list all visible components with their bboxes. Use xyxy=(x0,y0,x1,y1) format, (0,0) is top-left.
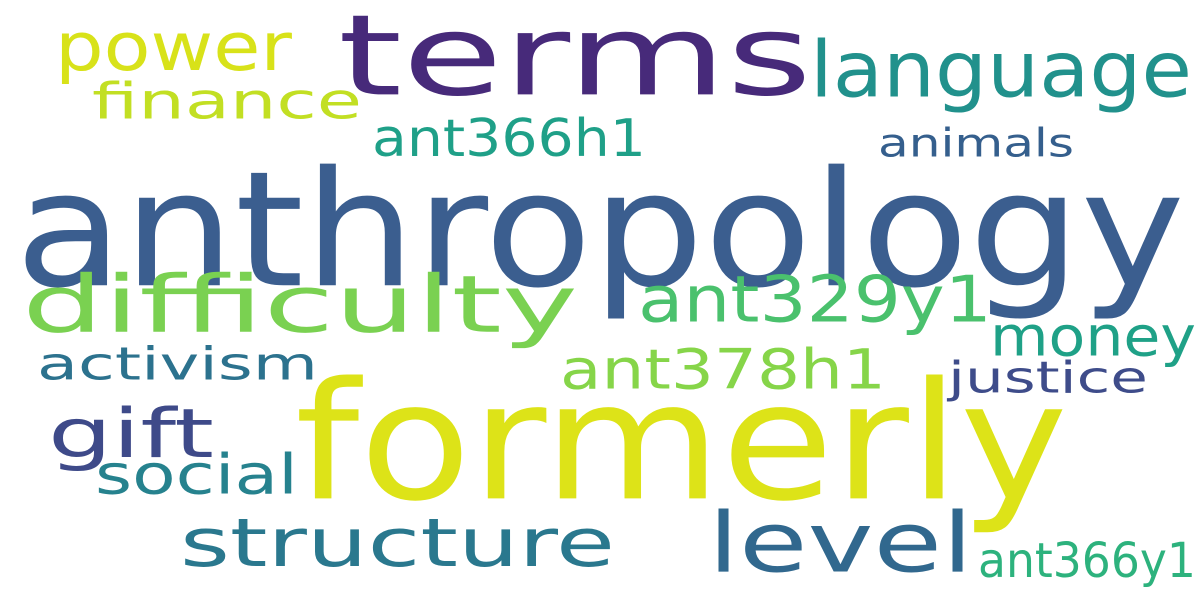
word-animals: animals xyxy=(878,120,1074,167)
word-anthropology: anthropology xyxy=(15,136,1185,324)
word-finance: finance xyxy=(92,72,362,131)
word-ant366y1: ant366y1 xyxy=(978,532,1196,589)
word-difficulty: difficulty xyxy=(22,259,578,351)
word-gift: gift xyxy=(48,393,214,474)
word-formerly: formerly xyxy=(295,347,1068,538)
word-structure: structure xyxy=(180,503,615,582)
word-level: level xyxy=(708,495,973,592)
word-terms: terms xyxy=(338,0,812,122)
word-power: power xyxy=(55,8,292,87)
word-ant366h1: ant366h1 xyxy=(372,108,646,169)
word-ant378h1: ant378h1 xyxy=(560,337,886,402)
word-activism: activism xyxy=(37,337,318,391)
word-justice: justice xyxy=(948,352,1148,404)
word-language: language xyxy=(810,25,1192,116)
word-ant329y1: ant329y1 xyxy=(638,262,992,338)
word-social: social xyxy=(95,442,298,507)
word-money: money xyxy=(990,305,1196,370)
